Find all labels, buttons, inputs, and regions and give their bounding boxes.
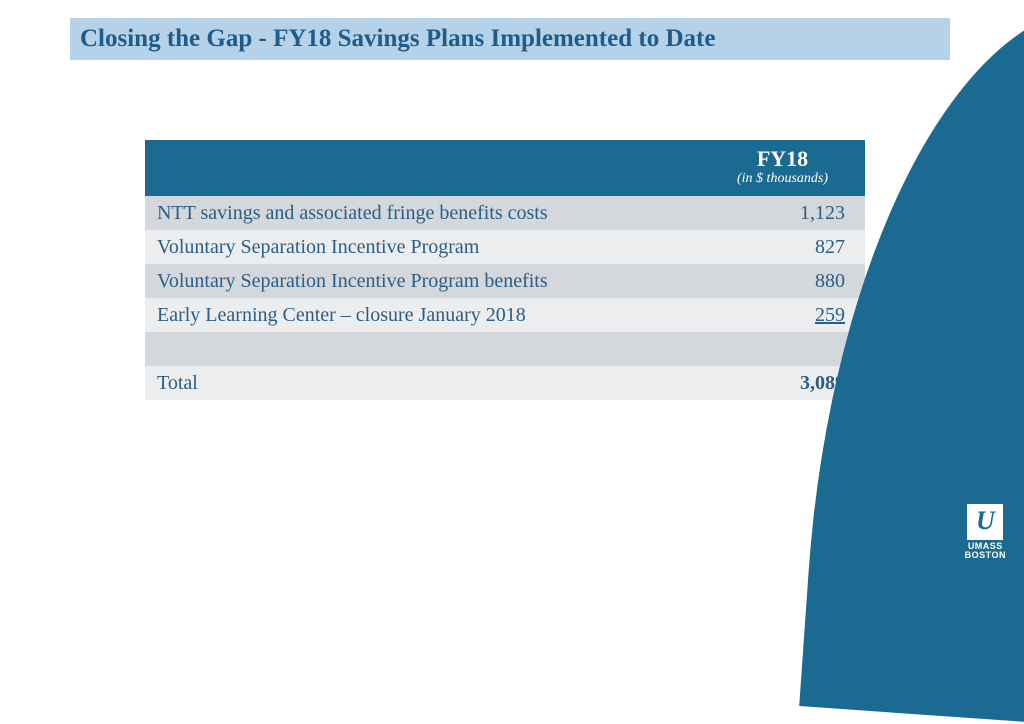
table-row: NTT savings and associated fringe benefi… bbox=[145, 196, 865, 230]
logo-mark-icon: U bbox=[967, 504, 1003, 540]
logo-line2: BOSTON bbox=[965, 551, 1006, 560]
header-main: FY18 bbox=[710, 147, 855, 171]
page-title: Closing the Gap - FY18 Savings Plans Imp… bbox=[80, 25, 715, 53]
table-header-row: FY18 (in $ thousands) bbox=[145, 140, 865, 196]
row-value: 880 bbox=[700, 264, 865, 298]
row-value: 827 bbox=[700, 230, 865, 264]
title-bar: Closing the Gap - FY18 Savings Plans Imp… bbox=[70, 18, 950, 60]
header-label-blank bbox=[145, 140, 700, 196]
savings-table: FY18 (in $ thousands) NTT savings and as… bbox=[145, 140, 865, 400]
row-label: Voluntary Separation Incentive Program bbox=[145, 230, 700, 264]
spacer-row bbox=[145, 332, 865, 366]
row-label: Voluntary Separation Incentive Program b… bbox=[145, 264, 700, 298]
total-row: Total3,089 bbox=[145, 366, 865, 400]
table-row: Early Learning Center – closure January … bbox=[145, 298, 865, 332]
table-row: Voluntary Separation Incentive Program82… bbox=[145, 230, 865, 264]
row-value: 259 bbox=[700, 298, 865, 332]
total-label: Total bbox=[145, 366, 700, 400]
row-label: Early Learning Center – closure January … bbox=[145, 298, 700, 332]
header-sub: (in $ thousands) bbox=[710, 171, 855, 187]
header-value: FY18 (in $ thousands) bbox=[700, 140, 865, 196]
row-label: NTT savings and associated fringe benefi… bbox=[145, 196, 700, 230]
table-row: Voluntary Separation Incentive Program b… bbox=[145, 264, 865, 298]
spacer-cell bbox=[145, 332, 700, 366]
row-value: 1,123 bbox=[700, 196, 865, 230]
umass-logo: U UMASS BOSTON bbox=[965, 504, 1006, 560]
